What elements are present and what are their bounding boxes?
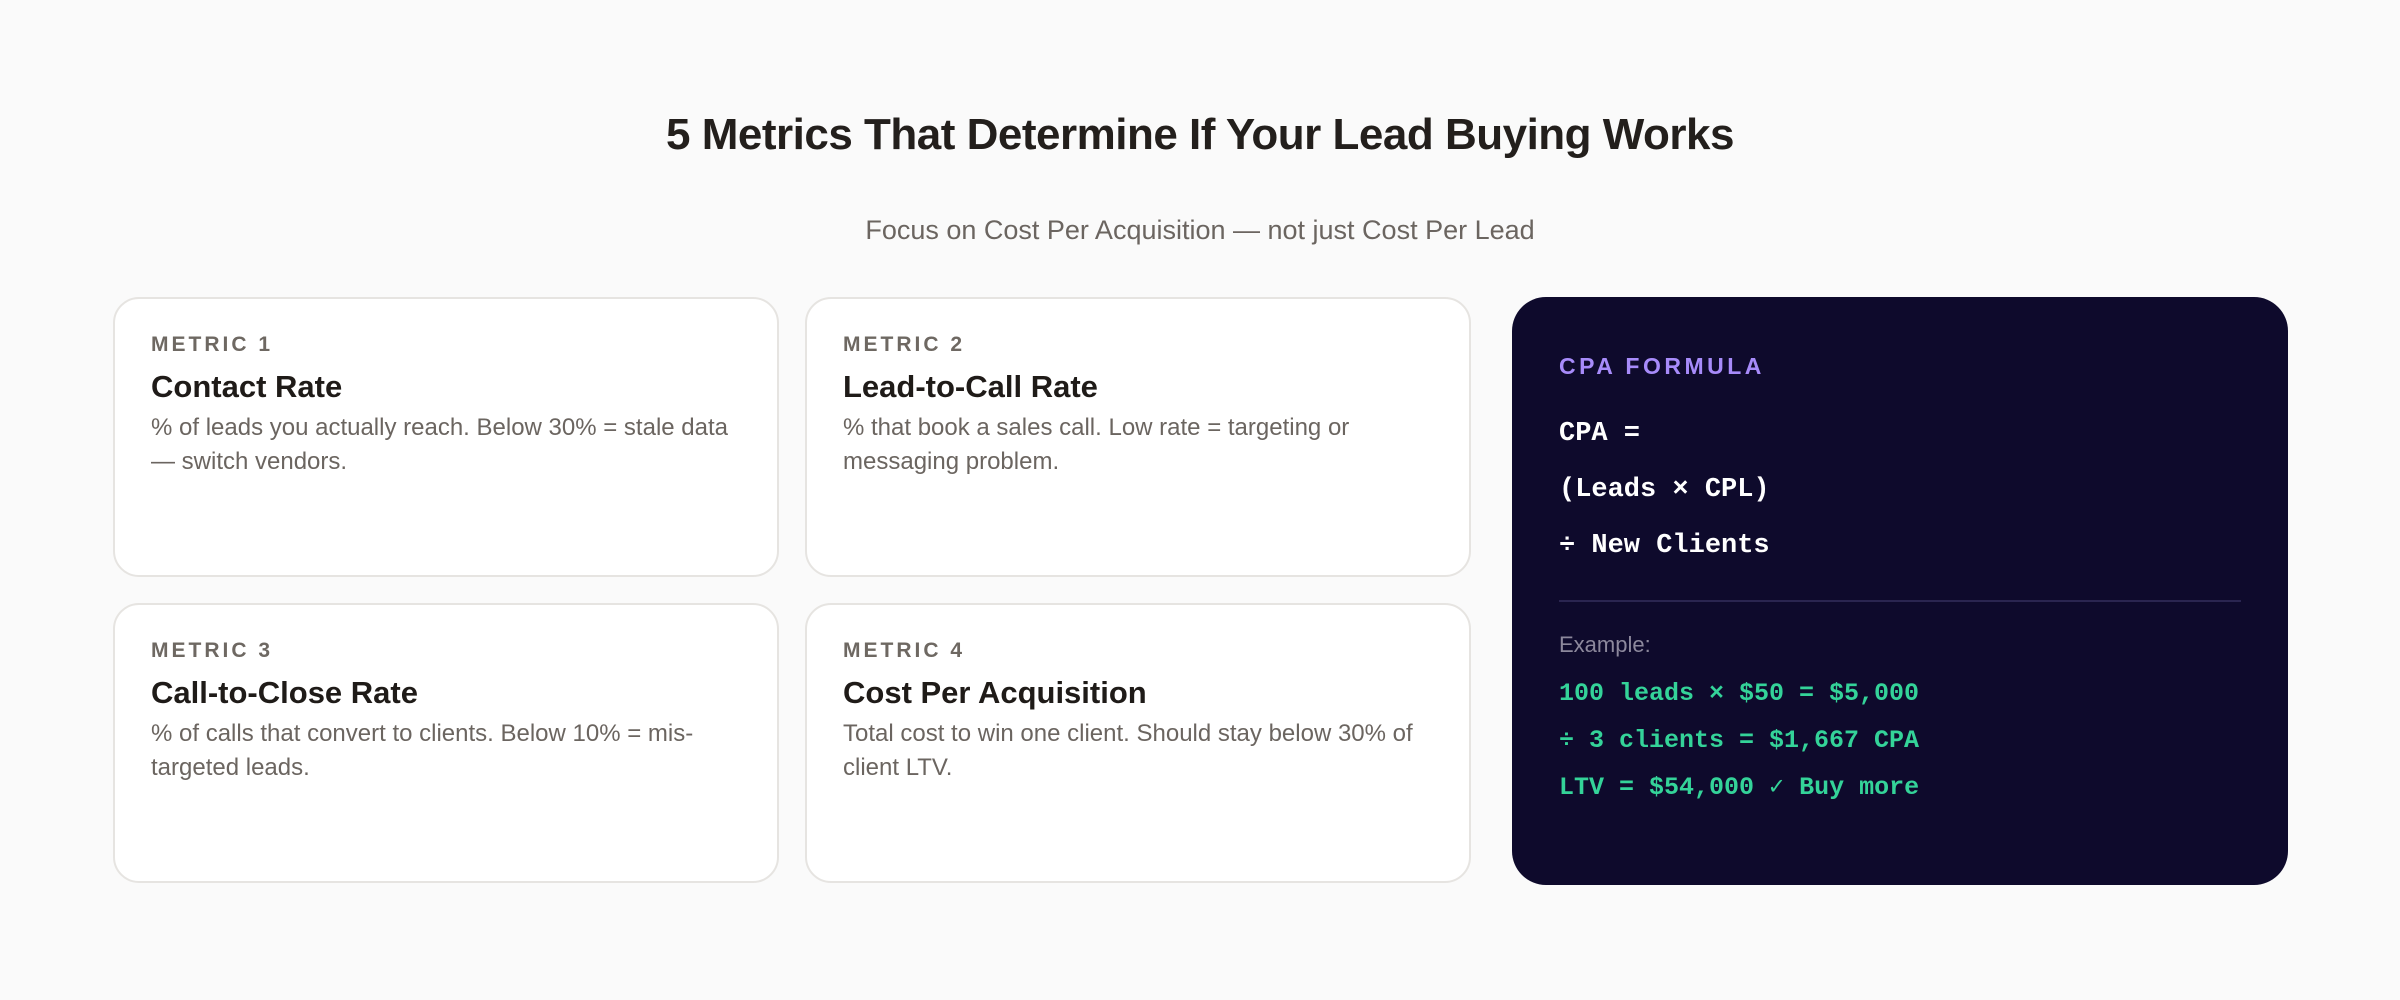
formula-line: CPA = (1559, 419, 1641, 449)
metric-description: Total cost to win one client. Should sta… (843, 720, 1413, 781)
metric-description: % of calls that convert to clients. Belo… (151, 720, 694, 781)
formula-line: (Leads × CPL) (1559, 475, 1770, 505)
metric-label: METRIC 3 (151, 639, 274, 662)
example-block: 100 leads × $50 = $5,000 ÷ 3 clients = $… (1559, 670, 2241, 811)
page-subtitle: Focus on Cost Per Acquisition — not just… (865, 215, 1535, 245)
metric-description: % of leads you actually reach. Below 30%… (151, 414, 729, 475)
example-line: 100 leads × $50 = $5,000 (1559, 679, 1920, 708)
metric-title: Cost Per Acquisition (843, 675, 1147, 710)
cpa-formula-card: CPA FORMULA CPA = (Leads × CPL) ÷ New Cl… (1512, 297, 2288, 885)
metric-title: Contact Rate (151, 369, 343, 404)
example-label: Example: (1559, 632, 1651, 657)
formula-block: CPA = (Leads × CPL) ÷ New Clients (1559, 406, 2241, 574)
metric-description: % that book a sales call. Low rate = tar… (843, 414, 1350, 475)
metric-card-2: METRIC 2 Lead-to-Call Rate % that book a… (805, 297, 1471, 577)
divider (1559, 600, 2241, 602)
metric-title: Call-to-Close Rate (151, 675, 418, 710)
example-line: LTV = $54,000 ✓ Buy more (1559, 773, 1920, 802)
metric-card-3: METRIC 3 Call-to-Close Rate % of calls t… (113, 603, 779, 883)
metric-card-4: METRIC 4 Cost Per Acquisition Total cost… (805, 603, 1471, 883)
formula-line: ÷ New Clients (1559, 531, 1770, 561)
example-line: ÷ 3 clients = $1,667 CPA (1559, 726, 1920, 755)
metric-label: METRIC 1 (151, 333, 274, 356)
page-title: 5 Metrics That Determine If Your Lead Bu… (666, 110, 1734, 159)
formula-label: CPA FORMULA (1559, 353, 1765, 379)
metric-label: METRIC 2 (843, 333, 966, 356)
metric-label: METRIC 4 (843, 639, 966, 662)
metric-card-1: METRIC 1 Contact Rate % of leads you act… (113, 297, 779, 577)
metric-title: Lead-to-Call Rate (843, 369, 1098, 404)
